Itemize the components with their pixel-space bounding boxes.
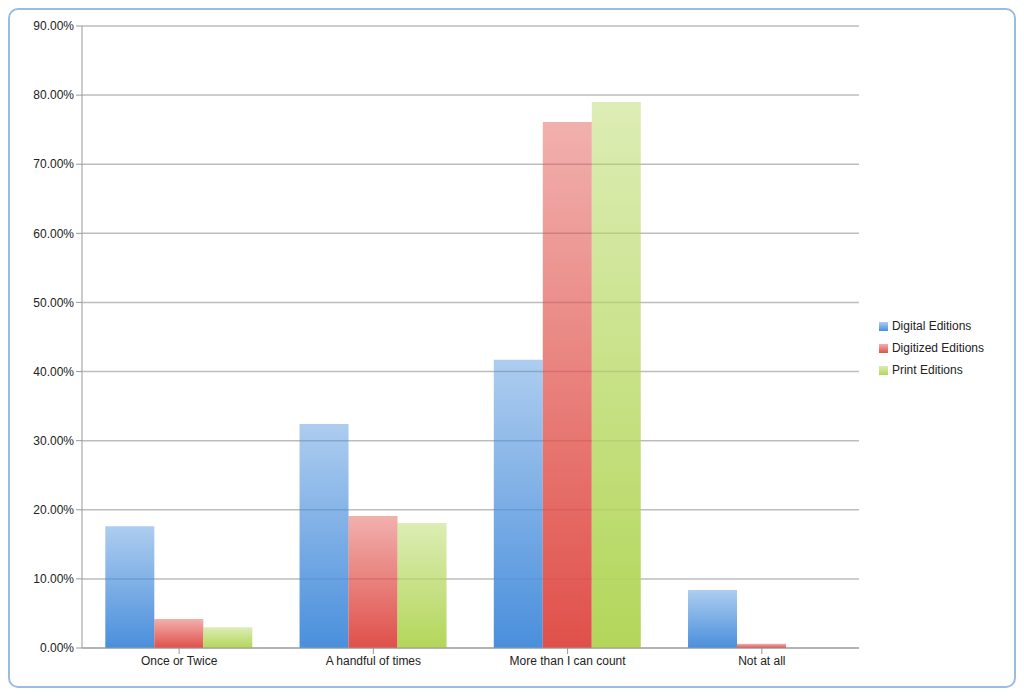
svg-text:80.00%: 80.00%	[33, 88, 74, 102]
svg-text:Not at all: Not at all	[738, 654, 785, 668]
svg-text:More than I can count: More than I can count	[510, 654, 627, 668]
svg-text:Once or Twice: Once or Twice	[141, 654, 218, 668]
svg-text:70.00%: 70.00%	[33, 157, 74, 171]
svg-text:A handful of times: A handful of times	[326, 654, 421, 668]
html-text:Digitized Editions: Digitized Editions	[892, 341, 984, 355]
svg-text:40.00%: 40.00%	[33, 365, 74, 379]
html-text:Print Editions: Print Editions	[892, 363, 963, 377]
svg-text:20.00%: 20.00%	[33, 503, 74, 517]
svg-text:90.00%: 90.00%	[33, 19, 74, 33]
svg-text:0.00%: 0.00%	[40, 641, 74, 655]
svg-text:50.00%: 50.00%	[33, 296, 74, 310]
html-text:Digital Editions: Digital Editions	[892, 319, 972, 333]
svg-text:10.00%: 10.00%	[33, 572, 74, 586]
svg-text:30.00%: 30.00%	[33, 434, 74, 448]
svg-text:60.00%: 60.00%	[33, 227, 74, 241]
